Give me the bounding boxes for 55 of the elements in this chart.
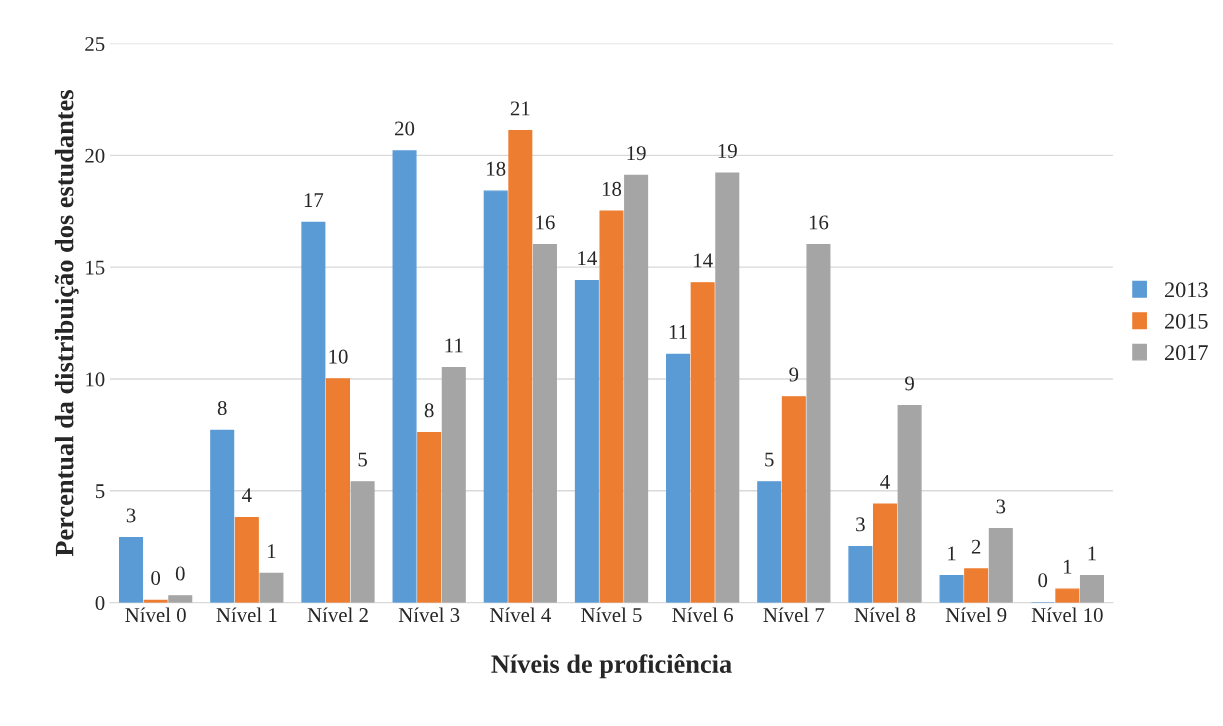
data-label: 0 (175, 566, 185, 581)
y-tick-label: 5 (96, 484, 105, 499)
data-label: 16 (809, 215, 829, 230)
data-label: 21 (510, 101, 530, 116)
legend-label: 2015 (1165, 313, 1208, 329)
data-label: 1 (948, 546, 956, 561)
data-label: 5 (765, 452, 774, 467)
x-tick-label: Nível 3 (398, 607, 460, 623)
y-axis-title: Percentual da distribuição dos estudantes (54, 90, 79, 557)
data-label: 18 (487, 161, 506, 176)
data-label: 14 (694, 253, 713, 268)
y-tick-label: 0 (95, 595, 105, 611)
x-tick-label: Nível 1 (216, 607, 277, 623)
data-label: 4 (242, 488, 252, 503)
x-tick-label: Nível 0 (125, 607, 186, 623)
y-tick-label: 25 (85, 36, 105, 51)
y-tick-label: 15 (86, 260, 105, 275)
data-label: 16 (536, 215, 555, 230)
data-label: 20 (395, 121, 415, 136)
data-label: 2 (971, 539, 981, 554)
x-tick-label: Nível 5 (581, 607, 642, 623)
x-tick-label: Nível 8 (854, 607, 916, 623)
data-label: 0 (151, 570, 161, 585)
data-label: 10 (329, 349, 348, 364)
data-label: 1 (268, 544, 276, 558)
data-label: 17 (304, 193, 324, 207)
data-label: 4 (880, 474, 890, 489)
data-label: 14 (578, 251, 597, 266)
data-label: 9 (789, 367, 799, 382)
data-label: 18 (602, 181, 622, 196)
data-label: 11 (669, 325, 687, 339)
y-tick-label: 10 (86, 372, 105, 387)
x-tick-label: Nível 10 (1031, 607, 1103, 623)
x-tick-label: Nível 9 (945, 607, 1007, 623)
y-tick-label: 20 (85, 148, 105, 163)
data-label: 19 (718, 143, 737, 158)
data-label: 0 (1038, 573, 1048, 588)
x-tick-label: Nível 6 (672, 607, 733, 623)
x-tick-label: Nível 2 (307, 607, 368, 623)
data-label: 3 (996, 499, 1006, 514)
data-label: 5 (358, 452, 367, 467)
data-label: 1 (1088, 546, 1096, 561)
x-tick-label: Nível 4 (489, 607, 551, 623)
data-label: 3 (126, 508, 136, 523)
data-label: 3 (856, 517, 865, 532)
legend-label: 2013 (1165, 282, 1208, 298)
data-label: 19 (627, 146, 646, 161)
data-label: 11 (445, 338, 463, 353)
data-label: 8 (424, 403, 434, 418)
legend-label: 2017 (1165, 345, 1208, 361)
x-axis-title: Níveis de proficiência (491, 654, 732, 679)
x-tick-label: Nível 7 (763, 607, 825, 623)
data-label: 9 (905, 376, 914, 391)
data-label: 8 (217, 401, 227, 416)
data-label: 1 (1063, 559, 1072, 574)
